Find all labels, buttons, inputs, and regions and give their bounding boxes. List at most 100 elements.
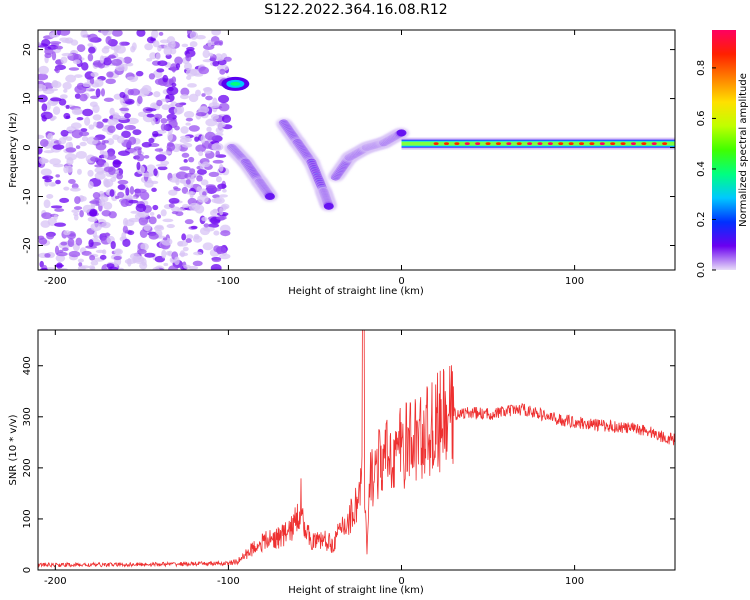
noise-blob xyxy=(139,261,148,270)
noise-blob xyxy=(42,88,55,95)
noise-blob xyxy=(49,158,61,165)
noise-blob xyxy=(68,67,80,71)
noise-blob xyxy=(63,165,69,174)
noise-blob xyxy=(144,43,153,51)
noise-blob xyxy=(218,102,230,112)
noise-blob xyxy=(39,267,49,270)
noise-blob xyxy=(219,207,224,216)
noise-blob xyxy=(156,99,163,107)
noise-blob xyxy=(211,30,222,36)
noise-blob xyxy=(59,197,70,203)
noise-blob xyxy=(87,53,94,62)
main-line-peak xyxy=(579,142,585,146)
x-tick-label: -100 xyxy=(217,276,240,287)
noise-blob xyxy=(108,54,116,59)
noise-blob xyxy=(201,93,206,97)
noise-blob xyxy=(132,129,142,136)
x-tick-label: 100 xyxy=(565,276,584,287)
noise-blob xyxy=(183,111,195,119)
noise-blob xyxy=(220,230,231,237)
noise-blob xyxy=(208,171,220,177)
noise-blob xyxy=(92,104,100,114)
noise-blob xyxy=(89,254,96,261)
noise-blob xyxy=(38,157,47,165)
noise-blob xyxy=(79,209,84,218)
noise-blob xyxy=(73,214,79,221)
noise-blob xyxy=(161,151,172,155)
noise-blob xyxy=(117,191,125,199)
noise-blob xyxy=(192,235,203,243)
noise-blob xyxy=(218,94,230,104)
noise-blob xyxy=(71,129,83,139)
y-tick-label: -10 xyxy=(22,188,33,204)
noise-blob xyxy=(99,55,105,64)
noise-blob xyxy=(171,82,177,87)
noise-blob xyxy=(174,56,183,65)
noise-blob xyxy=(77,168,82,175)
noise-blob xyxy=(185,68,198,77)
noise-blob xyxy=(124,124,136,131)
noise-blob xyxy=(74,196,81,205)
noise-blob xyxy=(118,267,125,270)
x-tick-label: 0 xyxy=(398,576,404,587)
noise-blob xyxy=(148,73,156,80)
noise-blob xyxy=(127,230,135,236)
noise-blob xyxy=(160,98,171,102)
noise-blob xyxy=(167,132,173,142)
noise-blob xyxy=(95,249,106,254)
noise-blob xyxy=(50,205,63,209)
heatmap-x-label: Height of straight line (km) xyxy=(288,286,424,297)
x-tick-label: -100 xyxy=(217,576,240,587)
snr-panel: -200 -100 0 100 0 100 200 300 400 Height of str… xyxy=(8,329,676,596)
y-tick-label: 400 xyxy=(22,356,33,375)
noise-blob xyxy=(58,267,69,270)
noise-blob xyxy=(193,251,203,256)
noise-blob xyxy=(211,142,224,152)
colorbar-tick-label: 0.0 xyxy=(696,262,707,278)
noise-blob xyxy=(131,42,137,51)
noise-blob xyxy=(92,191,101,199)
noise-blob xyxy=(181,152,190,158)
main-line-peak xyxy=(568,142,574,146)
noise-blob xyxy=(221,114,232,123)
noise-blob xyxy=(180,126,189,134)
noise-blob xyxy=(70,122,82,130)
noise-blob xyxy=(82,108,94,117)
noise-blob xyxy=(181,142,193,148)
noise-blob xyxy=(186,75,192,80)
noise-blob xyxy=(107,118,119,126)
noise-blob xyxy=(73,206,83,210)
noise-blob xyxy=(38,73,49,81)
noise-blob xyxy=(204,131,216,141)
noise-blob xyxy=(113,160,123,165)
x-tick-label: 0 xyxy=(398,276,404,287)
noise-blob xyxy=(195,112,207,117)
noise-blob xyxy=(202,49,210,59)
noise-blob xyxy=(90,260,99,266)
snr-y-label: SNR (10 * v/v) xyxy=(8,414,19,485)
noise-blob xyxy=(210,263,222,270)
noise-blob xyxy=(125,187,130,196)
main-line-peak xyxy=(475,142,481,146)
noise-blob xyxy=(116,173,124,180)
noise-blob xyxy=(80,30,88,38)
noise-blob xyxy=(38,237,48,245)
noise-blob xyxy=(218,194,229,198)
noise-blob xyxy=(59,37,70,42)
noise-blob xyxy=(126,117,139,125)
noise-blob xyxy=(54,245,60,255)
noise-blob xyxy=(212,60,220,67)
noise-blob xyxy=(182,246,189,252)
noise-blob xyxy=(69,187,81,192)
noise-blob xyxy=(41,39,51,47)
noise-blob xyxy=(185,117,193,122)
main-line-peak xyxy=(454,142,460,146)
noise-blob xyxy=(143,223,151,232)
noise-blob xyxy=(171,211,179,215)
noise-blob xyxy=(205,184,216,189)
noise-blob xyxy=(215,245,227,254)
y-tick-label: 0 xyxy=(22,144,33,150)
noise-blob xyxy=(71,209,80,213)
